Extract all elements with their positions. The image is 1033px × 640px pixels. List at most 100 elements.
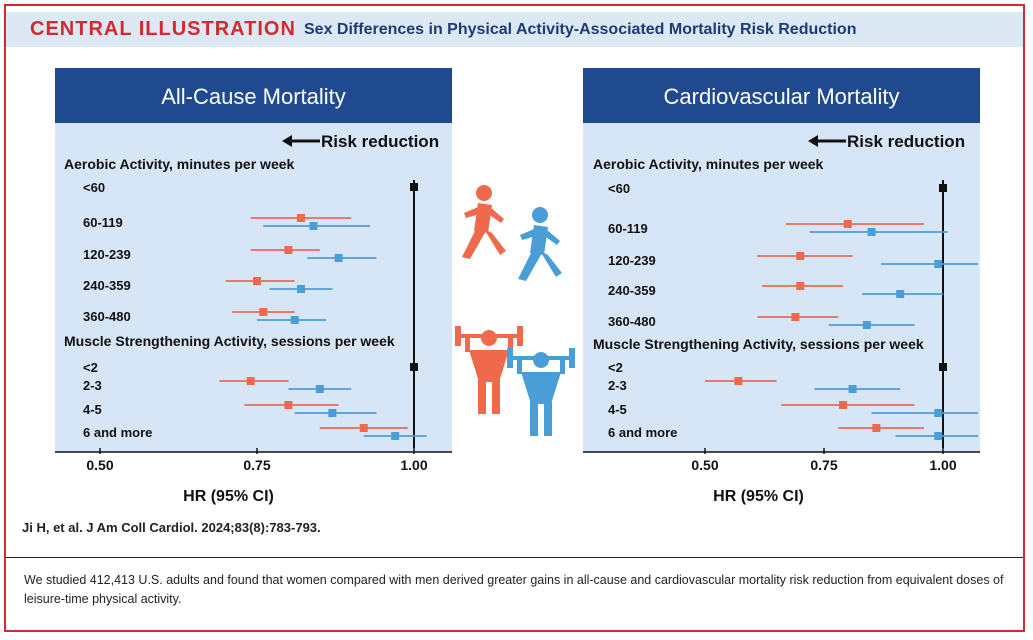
- row-label: 6 and more: [83, 425, 152, 440]
- row-label: 240-359: [608, 283, 656, 298]
- reference-marker: [410, 363, 418, 371]
- row-label: <2: [83, 360, 98, 375]
- women-point: [259, 308, 268, 316]
- x-axis-label: HR (95% CI): [713, 488, 804, 505]
- group-heading: Muscle Strengthening Activity, sessions …: [64, 333, 395, 349]
- barbell-plate: [455, 326, 461, 346]
- women-point: [359, 424, 368, 432]
- figure-arm: [543, 229, 560, 245]
- figure-head: [532, 207, 548, 223]
- men-point: [896, 290, 905, 298]
- barbell-plate: [507, 348, 513, 368]
- row-label: <2: [608, 360, 623, 375]
- figure-torso: [530, 225, 548, 255]
- header-bar: CENTRAL ILLUSTRATION Sex Differences in …: [6, 12, 1023, 47]
- row-label: 4-5: [83, 402, 102, 417]
- row-label: <60: [83, 180, 105, 195]
- risk-arrow-head: [282, 135, 292, 147]
- row-label: 4-5: [608, 402, 627, 417]
- group-heading: Aerobic Activity, minutes per week: [64, 156, 295, 172]
- figure-leg: [540, 251, 562, 277]
- row-label: 2-3: [83, 378, 102, 393]
- men-point: [934, 260, 943, 268]
- row-label: 60-119: [83, 215, 123, 230]
- header-tag: CENTRAL ILLUSTRATION: [30, 18, 296, 40]
- figure-leg: [518, 251, 542, 281]
- women-point: [253, 277, 261, 285]
- men-point: [862, 321, 871, 329]
- figure-leg: [544, 402, 552, 436]
- men-point: [296, 285, 305, 293]
- women-point: [796, 252, 805, 260]
- figure-leg: [462, 229, 486, 259]
- barbell-bar: [457, 334, 521, 338]
- figure-torso: [521, 372, 561, 404]
- figure-leg: [484, 229, 506, 255]
- men-point: [334, 254, 343, 262]
- x-tick-label: 0.75: [243, 457, 270, 473]
- group-heading: Muscle Strengthening Activity, sessions …: [593, 336, 924, 352]
- men-point: [309, 222, 318, 230]
- figure-arm: [560, 358, 565, 374]
- women-point: [734, 377, 743, 385]
- figure-leg: [530, 402, 538, 436]
- men-point: [391, 432, 400, 440]
- panel-background: [55, 68, 452, 452]
- risk-arrow-head: [808, 135, 818, 147]
- men-point: [934, 409, 943, 417]
- header-title: Sex Differences in Physical Activity-Ass…: [304, 21, 857, 38]
- women-point: [839, 401, 848, 409]
- weightlifting-woman-icon: [455, 326, 523, 414]
- figure-arm: [508, 336, 513, 352]
- men-point: [328, 409, 337, 417]
- citation: Ji H, et al. J Am Coll Cardiol. 2024;83(…: [22, 520, 321, 535]
- row-label: 360-480: [608, 314, 656, 329]
- x-tick-label: 0.50: [691, 457, 718, 473]
- row-label: <60: [608, 181, 630, 196]
- figure-arm: [464, 207, 480, 218]
- barbell-plate: [517, 326, 523, 346]
- figure-head: [476, 185, 492, 201]
- weightlifting-man-icon: [507, 348, 575, 436]
- x-axis-label: HR (95% CI): [183, 488, 274, 505]
- figure-torso: [474, 203, 492, 233]
- figure-arm: [520, 229, 536, 240]
- reference-marker: [939, 184, 947, 192]
- running-man-icon: [518, 207, 562, 281]
- x-tick-label: 1.00: [929, 457, 956, 473]
- figure-arm: [465, 336, 470, 352]
- barbell-plate: [569, 348, 575, 368]
- women-point: [246, 377, 255, 385]
- barbell-bar: [509, 356, 573, 360]
- figure-leg: [492, 380, 500, 414]
- summary-text: We studied 412,413 U.S. adults and found…: [24, 573, 1004, 606]
- panel-background: [583, 68, 980, 452]
- women-point: [872, 424, 881, 432]
- figure-arm: [487, 207, 504, 223]
- figure-leg: [478, 380, 486, 414]
- x-tick-label: 0.50: [86, 457, 113, 473]
- men-point: [934, 432, 943, 440]
- women-point: [284, 401, 293, 409]
- women-point: [284, 246, 293, 254]
- men-point: [867, 228, 876, 236]
- panel-title-bar: [583, 68, 980, 123]
- panel-title-bar: [55, 68, 452, 123]
- women-point: [843, 220, 852, 228]
- row-label: 6 and more: [608, 425, 677, 440]
- women-point: [296, 214, 305, 222]
- divider: [6, 557, 1023, 558]
- row-label: 60-119: [608, 221, 648, 236]
- row-label: 120-239: [83, 247, 131, 262]
- row-label: 360-480: [83, 309, 131, 324]
- row-label: 240-359: [83, 278, 131, 293]
- running-woman-icon: [462, 185, 506, 259]
- x-tick-label: 0.75: [810, 457, 837, 473]
- panel-title: Cardiovascular Mortality: [664, 84, 900, 109]
- row-label: 2-3: [608, 378, 627, 393]
- risk-reduction-label: Risk reduction: [847, 132, 965, 151]
- x-tick-label: 1.00: [400, 457, 427, 473]
- reference-marker: [410, 183, 418, 191]
- men-point: [848, 385, 857, 393]
